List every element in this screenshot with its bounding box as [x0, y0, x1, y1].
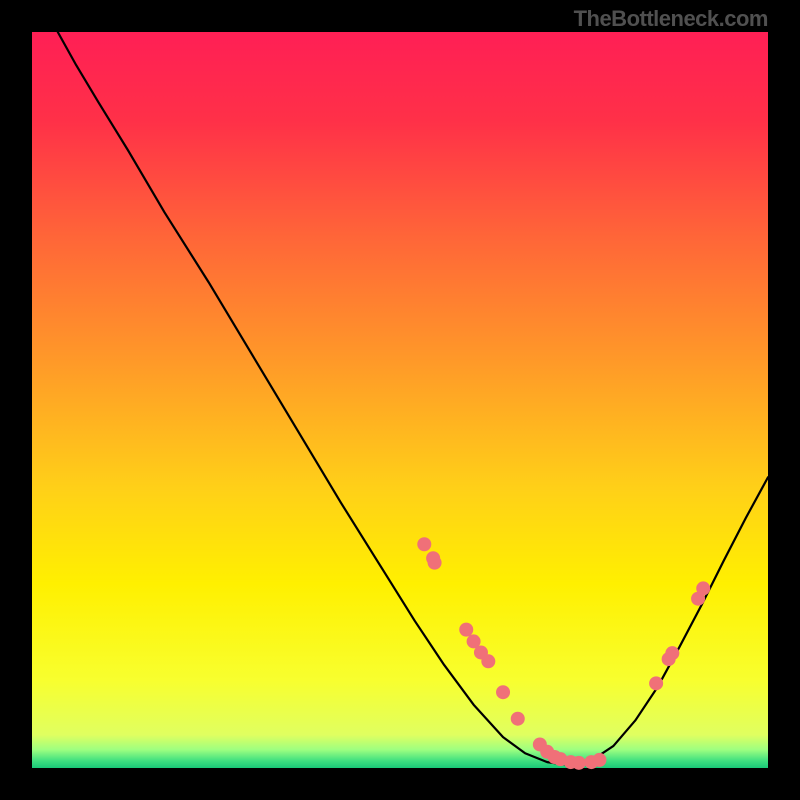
plot-background	[32, 32, 768, 768]
data-marker	[592, 753, 606, 767]
data-marker	[417, 537, 431, 551]
data-marker	[428, 556, 442, 570]
data-marker	[696, 581, 710, 595]
data-marker	[649, 676, 663, 690]
data-marker	[459, 623, 473, 637]
data-marker	[511, 712, 525, 726]
attribution-text: TheBottleneck.com	[574, 6, 768, 32]
data-marker	[496, 685, 510, 699]
data-marker	[481, 654, 495, 668]
data-marker	[572, 756, 586, 770]
bottleneck-chart: TheBottleneck.com	[0, 0, 800, 800]
chart-svg	[0, 0, 800, 800]
data-marker	[665, 646, 679, 660]
